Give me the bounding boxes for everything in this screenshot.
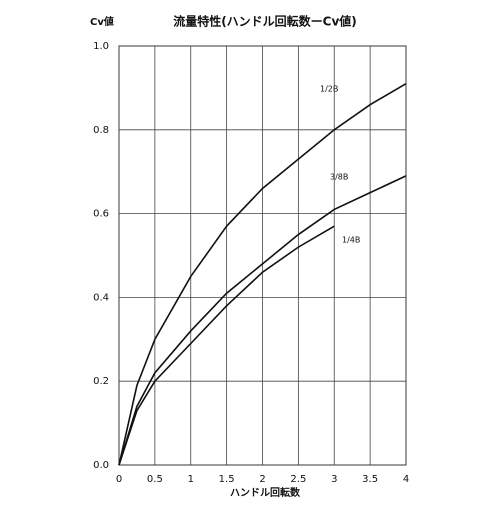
y-tick-label: 1.0 xyxy=(93,41,109,52)
chart-title: 流量特性(ハンドル回転数ーCv値) xyxy=(173,14,357,29)
y-tick-label: 0.2 xyxy=(93,376,109,387)
x-tick-label: 2 xyxy=(259,474,265,485)
y-axis-label: Cv値 xyxy=(90,15,114,28)
x-tick-label: 0.5 xyxy=(147,474,163,485)
series-line xyxy=(118,175,407,466)
x-tick-label: 0 xyxy=(116,474,122,485)
x-axis-label: ハンドル回転数 xyxy=(230,486,301,499)
y-tick-label: 0.4 xyxy=(93,292,109,303)
x-tick-label: 2.5 xyxy=(290,474,306,485)
y-tick-label: 0.8 xyxy=(93,125,109,136)
y-tick-label: 0.6 xyxy=(93,209,109,220)
x-tick-label: 4 xyxy=(403,474,409,485)
x-tick-label: 3.5 xyxy=(362,474,378,485)
series-label: 3/8B xyxy=(330,173,348,182)
series-line xyxy=(118,83,407,466)
series-label: 1/4B xyxy=(342,236,360,245)
x-tick-label: 1 xyxy=(188,474,194,485)
series-line xyxy=(118,225,335,466)
y-tick-label: 0.0 xyxy=(93,460,109,471)
x-tick-label: 3 xyxy=(331,474,337,485)
series-label: 1/2B xyxy=(320,85,338,94)
x-tick-label: 1.5 xyxy=(219,474,235,485)
